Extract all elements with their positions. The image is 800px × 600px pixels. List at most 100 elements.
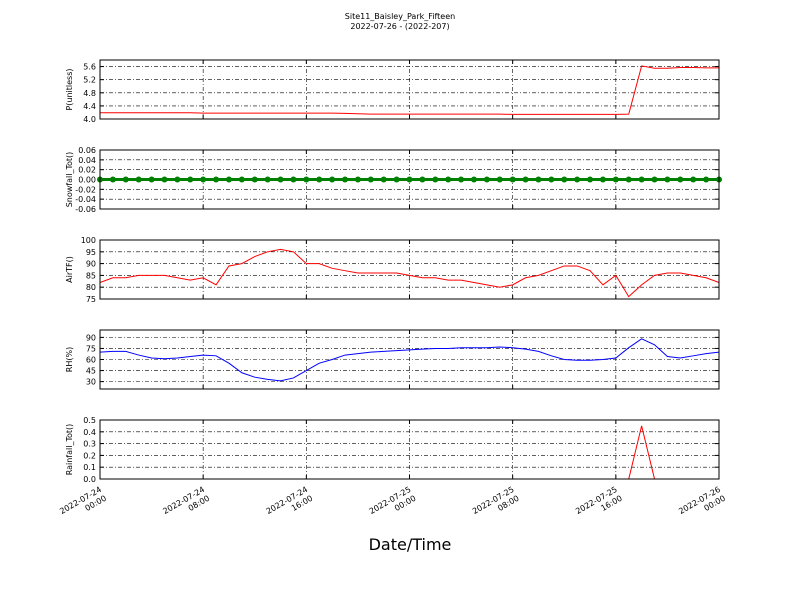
series-marker bbox=[122, 176, 129, 183]
y-tick-label: 0.2 bbox=[83, 451, 96, 460]
y-axis-label: P(unitless) bbox=[65, 68, 74, 110]
x-tick-label: 2022-07-2500:00 bbox=[368, 485, 418, 525]
y-tick-label: 0.0 bbox=[83, 475, 96, 484]
y-tick-label: 75 bbox=[86, 295, 96, 304]
series-marker bbox=[148, 176, 155, 183]
series-marker bbox=[406, 176, 413, 183]
y-tick-label: 0.04 bbox=[78, 156, 96, 165]
x-tick-label: 2022-07-2400:00 bbox=[58, 485, 108, 525]
series-marker bbox=[342, 176, 349, 183]
y-tick-label: -0.06 bbox=[75, 205, 96, 214]
x-tick-label: 2022-07-2516:00 bbox=[574, 485, 624, 525]
series-marker bbox=[251, 176, 258, 183]
y-tick-label: 0.4 bbox=[83, 428, 96, 437]
y-tick-label: 95 bbox=[86, 248, 96, 257]
y-tick-label: 0.3 bbox=[83, 440, 96, 449]
y-tick-label: 5.2 bbox=[83, 76, 96, 85]
series-marker bbox=[587, 176, 594, 183]
x-tick-label: 2022-07-2600:00 bbox=[677, 485, 727, 525]
series-marker bbox=[470, 176, 477, 183]
series-marker bbox=[277, 176, 284, 183]
y-tick-label: 100 bbox=[81, 236, 96, 245]
y-tick-label: 90 bbox=[86, 260, 96, 269]
y-tick-label: 4.4 bbox=[83, 102, 96, 111]
y-tick-label: 75 bbox=[86, 344, 96, 353]
series-marker bbox=[574, 176, 581, 183]
series-marker bbox=[393, 176, 400, 183]
series-marker bbox=[445, 176, 452, 183]
series-marker bbox=[225, 176, 232, 183]
y-tick-label: 90 bbox=[86, 333, 96, 342]
series-marker bbox=[703, 176, 710, 183]
y-tick-label: 45 bbox=[86, 367, 96, 376]
y-tick-label: 80 bbox=[86, 283, 96, 292]
plot-frame bbox=[99, 329, 720, 390]
series-marker bbox=[419, 176, 426, 183]
x-tick-label: 2022-07-2508:00 bbox=[471, 485, 521, 525]
series-marker bbox=[187, 176, 194, 183]
series-marker bbox=[200, 176, 207, 183]
y-axis-label: Snowfall_Tot() bbox=[65, 152, 74, 208]
series-marker bbox=[496, 176, 503, 183]
y-tick-label: 4.0 bbox=[83, 115, 96, 124]
y-tick-label: 30 bbox=[86, 378, 96, 387]
y-tick-label: 0.00 bbox=[78, 176, 96, 185]
series-marker bbox=[625, 176, 632, 183]
series-marker bbox=[638, 176, 645, 183]
series-marker bbox=[612, 176, 619, 183]
series-marker bbox=[677, 176, 684, 183]
series-marker bbox=[329, 176, 336, 183]
y-tick-label: 0.02 bbox=[78, 166, 96, 175]
series-marker bbox=[690, 176, 697, 183]
series-marker bbox=[213, 176, 220, 183]
y-tick-label: -0.04 bbox=[75, 195, 96, 204]
series-line bbox=[99, 338, 720, 382]
y-tick-label: 85 bbox=[86, 271, 96, 280]
y-tick-label: -0.02 bbox=[75, 185, 96, 194]
series-marker bbox=[561, 176, 568, 183]
x-tick-label: 2022-07-2416:00 bbox=[265, 485, 315, 525]
series-marker bbox=[290, 176, 297, 183]
series-marker bbox=[548, 176, 555, 183]
series-marker bbox=[664, 176, 671, 183]
x-tick-label: 2022-07-2408:00 bbox=[161, 485, 211, 525]
chart-subtitle: 2022-07-26 - (2022-207) bbox=[350, 22, 449, 31]
series-marker bbox=[303, 176, 310, 183]
y-tick-label: 0.06 bbox=[78, 146, 96, 155]
series-marker bbox=[522, 176, 529, 183]
y-tick-label: 4.8 bbox=[83, 89, 96, 98]
plot-frame bbox=[99, 59, 720, 120]
series-marker bbox=[535, 176, 542, 183]
plot-frame bbox=[99, 419, 720, 480]
series-marker bbox=[264, 176, 271, 183]
series-marker bbox=[174, 176, 181, 183]
series-marker bbox=[380, 176, 387, 183]
y-axis-label: RH(%) bbox=[65, 347, 74, 372]
y-tick-label: 5.6 bbox=[83, 63, 96, 72]
series-marker bbox=[316, 176, 323, 183]
series-marker bbox=[161, 176, 168, 183]
series-marker bbox=[367, 176, 374, 183]
series-line bbox=[100, 65, 719, 115]
series-line bbox=[99, 248, 720, 298]
y-tick-label: 60 bbox=[86, 356, 96, 365]
y-tick-label: 0.1 bbox=[83, 463, 96, 472]
plot-frame bbox=[99, 239, 720, 300]
series-marker bbox=[483, 176, 490, 183]
series-marker bbox=[432, 176, 439, 183]
y-axis-label: Rainfall_Tot() bbox=[65, 424, 74, 476]
y-axis-label: AirTF() bbox=[65, 256, 74, 283]
series-marker bbox=[135, 176, 142, 183]
y-tick-label: 0.5 bbox=[83, 416, 96, 425]
series-marker bbox=[599, 176, 606, 183]
plot-frame bbox=[99, 149, 720, 210]
series-marker bbox=[509, 176, 516, 183]
series-marker bbox=[458, 176, 465, 183]
series-marker bbox=[651, 176, 658, 183]
x-axis-label: Date/Time bbox=[369, 535, 452, 554]
series-marker bbox=[109, 176, 116, 183]
series-marker bbox=[238, 176, 245, 183]
chart-title: Site11_Baisley_Park_Fifteen bbox=[345, 12, 455, 21]
series-marker bbox=[354, 176, 361, 183]
